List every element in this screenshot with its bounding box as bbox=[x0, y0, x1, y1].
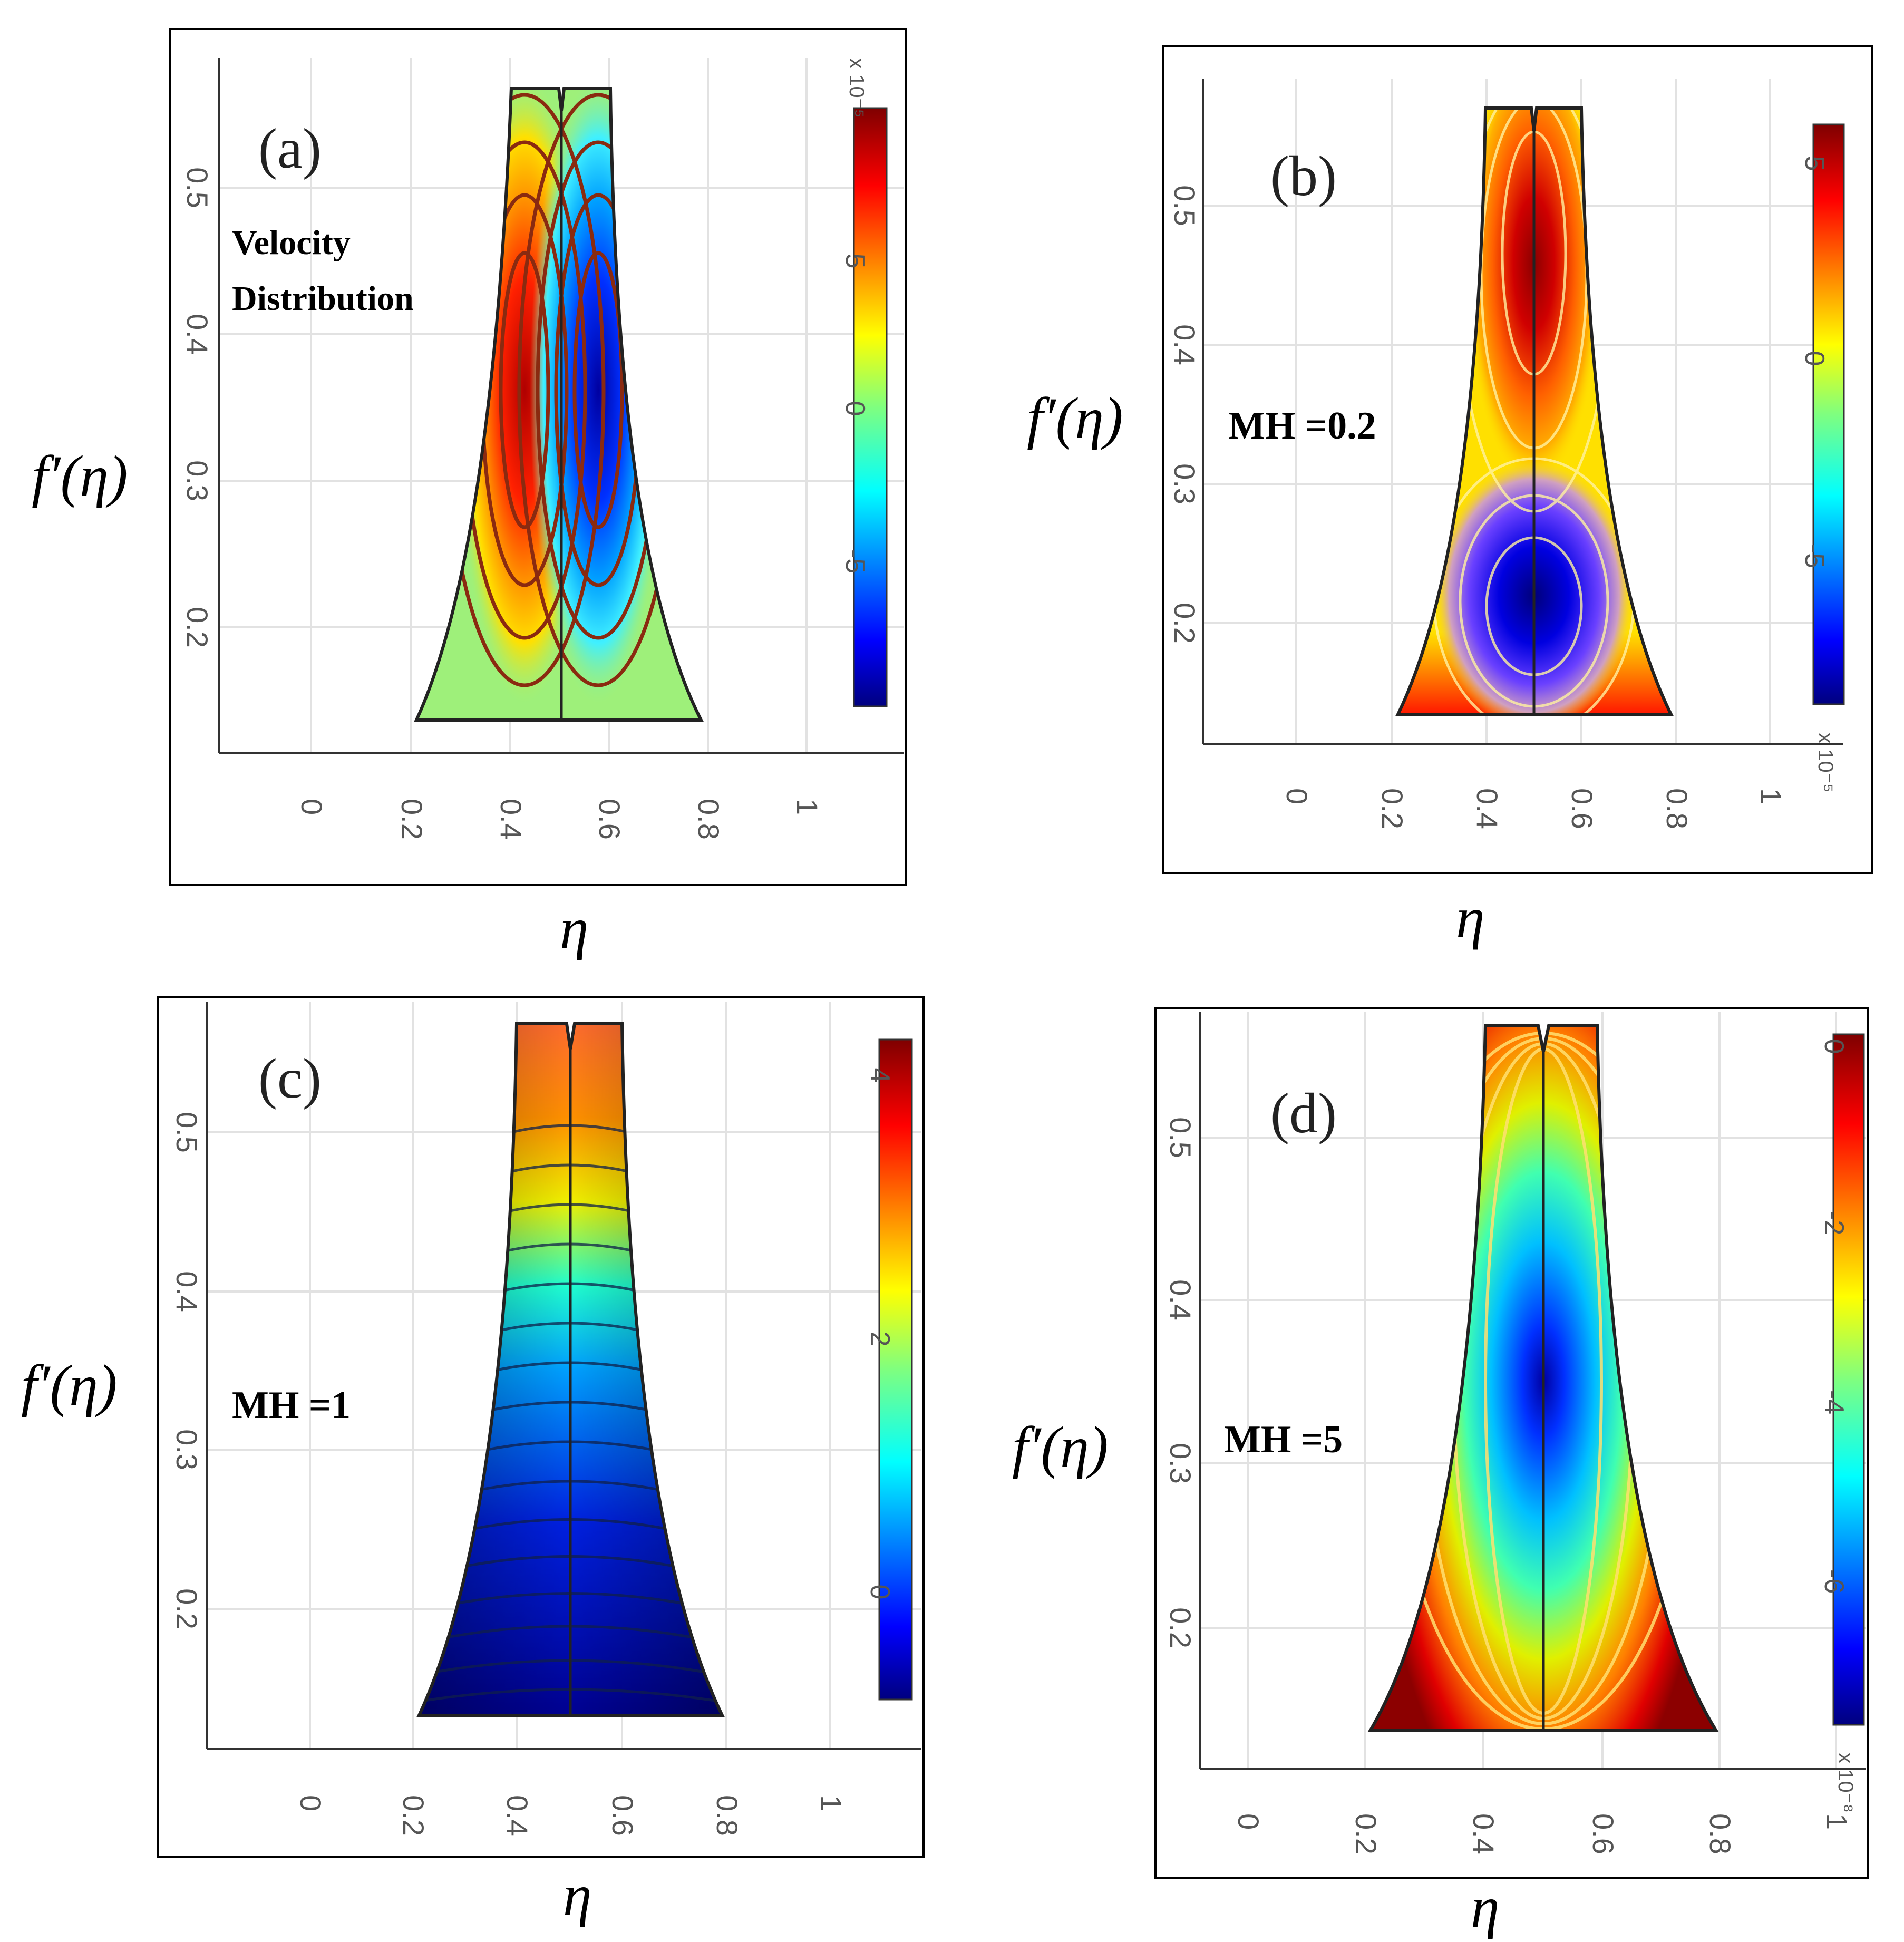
x-tick-label: 0.4 bbox=[501, 1795, 534, 1836]
y-tick-label: 0.5 bbox=[1164, 1117, 1197, 1158]
x-tick-label: 0.8 bbox=[711, 1795, 744, 1836]
x-tick-label: 0.6 bbox=[593, 799, 626, 840]
panel-a: 5 0 -5 x 10⁻⁵ 0.2 0.3 0.4 0.5 0 0.2 0.4 … bbox=[32, 28, 907, 960]
domain-outline bbox=[416, 1022, 725, 1717]
x-tick-label: 0.6 bbox=[606, 1795, 639, 1836]
y-tick-label: 0.5 bbox=[1168, 185, 1201, 226]
contour-lines bbox=[443, 93, 679, 687]
panel-b: 5 0 -5 x 10⁻⁵ 0.2 0.3 0.4 0.5 0 0.2 0.4 … bbox=[1027, 45, 1873, 950]
x-tick-label: 0 bbox=[295, 799, 328, 815]
x-axis-label: η bbox=[563, 1863, 592, 1927]
domain-outline bbox=[1367, 1024, 1719, 1732]
y-tick-label: 0.4 bbox=[170, 1271, 203, 1312]
y-tick-labels: 0.2 0.3 0.4 0.5 bbox=[181, 167, 214, 648]
x-tick-labels: 0 0.2 0.4 0.6 0.8 1 bbox=[1232, 1813, 1853, 1854]
colorbar-ticks: 5 0 -5 x 10⁻⁵ bbox=[840, 58, 870, 574]
colorbar bbox=[853, 107, 888, 707]
y-tick-label: 0.3 bbox=[170, 1429, 203, 1470]
y-tick-label: 0.3 bbox=[1164, 1443, 1197, 1484]
panel-d: 0 -2 -4 -6 x 10⁻⁸ 0.2 0.3 0.4 0.5 0 0.2 … bbox=[1012, 1007, 1869, 1939]
y-tick-label: 0.2 bbox=[170, 1588, 203, 1629]
y-tick-labels: 0.2 0.3 0.4 0.5 bbox=[1164, 1117, 1197, 1648]
y-tick-label: 0.2 bbox=[1164, 1607, 1197, 1648]
y-tick-label: 0.3 bbox=[181, 460, 214, 501]
colorbar bbox=[1812, 123, 1845, 705]
x-tick-label: 0.4 bbox=[1471, 788, 1504, 829]
x-tick-label: 1 bbox=[814, 1795, 848, 1811]
y-axis-label: f′(η) bbox=[32, 444, 128, 508]
x-tick-label: 0.2 bbox=[397, 1795, 430, 1836]
colorbar-tick: -2 bbox=[1819, 1211, 1849, 1235]
panel-c: 4 2 0 0.2 0.3 0.4 0.5 0 0.2 0.4 0.6 0.8 … bbox=[21, 996, 925, 1927]
x-tick-label: 0.6 bbox=[1587, 1813, 1620, 1854]
y-axis-label: f′(η) bbox=[1027, 386, 1123, 450]
x-tick-labels: 0 0.2 0.4 0.6 0.8 1 bbox=[1280, 788, 1788, 829]
panel-annotation: Distribution bbox=[232, 279, 414, 318]
colorbar-tick: 0 bbox=[840, 401, 870, 416]
x-axis-label: η bbox=[1471, 1875, 1500, 1939]
x-tick-label: 1 bbox=[1820, 1813, 1853, 1830]
panel-label: (c) bbox=[258, 1047, 322, 1110]
y-tick-labels: 0.2 0.3 0.4 0.5 bbox=[1168, 185, 1201, 644]
y-tick-label: 0.4 bbox=[181, 314, 214, 355]
colorbar-tick: 0 bbox=[1819, 1039, 1849, 1054]
colorbar-ticks: 0 -2 -4 -6 x 10⁻⁸ bbox=[1819, 1039, 1857, 1813]
colorbar-tick: 0 bbox=[1799, 351, 1830, 366]
x-axis-label: η bbox=[1456, 886, 1485, 950]
x-tick-labels: 0 0.2 0.4 0.6 0.8 1 bbox=[294, 1795, 848, 1836]
panel-label: (b) bbox=[1270, 145, 1337, 208]
x-tick-label: 0.4 bbox=[1467, 1813, 1500, 1854]
panel-annotation: MH =5 bbox=[1224, 1418, 1343, 1461]
x-tick-label: 0.8 bbox=[1704, 1813, 1737, 1854]
x-tick-label: 0.8 bbox=[1660, 788, 1694, 829]
panel-annotation: MH =1 bbox=[232, 1384, 351, 1427]
x-tick-label: 0.2 bbox=[1376, 788, 1409, 829]
panel-label: (a) bbox=[258, 118, 322, 180]
colorbar-tick: 0 bbox=[864, 1585, 895, 1600]
y-tick-labels: 0.2 0.3 0.4 0.5 bbox=[170, 1112, 203, 1629]
x-tick-label: 0.2 bbox=[395, 799, 429, 840]
x-tick-label: 0.8 bbox=[692, 799, 725, 840]
x-tick-label: 1 bbox=[1754, 788, 1788, 804]
colorbar-ticks: 5 0 -5 x 10⁻⁵ bbox=[1799, 156, 1837, 793]
colorbar-tick: -4 bbox=[1819, 1390, 1849, 1414]
y-axis-label: f′(η) bbox=[21, 1353, 117, 1417]
colorbar-tick: -6 bbox=[1819, 1569, 1849, 1594]
y-tick-label: 0.5 bbox=[170, 1112, 203, 1153]
colorbar-ticks: 4 2 0 bbox=[864, 1068, 895, 1600]
y-axis-label: f′(η) bbox=[1012, 1415, 1108, 1479]
y-tick-label: 0.2 bbox=[181, 607, 214, 648]
x-tick-label: 0.6 bbox=[1566, 788, 1599, 829]
x-tick-label: 0 bbox=[1280, 788, 1314, 804]
x-tick-labels: 0 0.2 0.4 0.6 0.8 1 bbox=[295, 799, 824, 840]
colorbar-tick: -5 bbox=[1799, 544, 1830, 568]
panel-annotation: Velocity bbox=[232, 224, 351, 262]
y-tick-label: 0.5 bbox=[181, 167, 214, 208]
panel-label: (d) bbox=[1270, 1082, 1337, 1145]
colorbar bbox=[1832, 1033, 1865, 1726]
colorbar-tick: 5 bbox=[840, 254, 870, 269]
x-tick-label: 0 bbox=[294, 1795, 327, 1811]
colorbar-tick: 4 bbox=[864, 1068, 895, 1083]
colorbar-exponent: x 10⁻⁸ bbox=[1834, 1753, 1857, 1813]
colorbar-tick: 5 bbox=[1799, 156, 1830, 171]
colorbar-exponent: x 10⁻⁵ bbox=[845, 58, 868, 118]
x-tick-label: 0.2 bbox=[1349, 1813, 1383, 1854]
x-axis-label: η bbox=[560, 896, 589, 960]
domain-outline bbox=[414, 87, 704, 722]
y-tick-label: 0.4 bbox=[1168, 324, 1201, 365]
y-tick-label: 0.3 bbox=[1168, 463, 1201, 504]
x-tick-label: 1 bbox=[791, 799, 824, 815]
panel-annotation: MH =0.2 bbox=[1228, 404, 1376, 448]
y-tick-label: 0.4 bbox=[1164, 1279, 1197, 1320]
colorbar bbox=[878, 1038, 913, 1701]
x-tick-label: 0.4 bbox=[494, 799, 528, 840]
colorbar-tick: 2 bbox=[864, 1332, 895, 1347]
colorbar-exponent: x 10⁻⁵ bbox=[1814, 733, 1837, 792]
x-tick-label: 0 bbox=[1232, 1813, 1265, 1830]
domain-outline bbox=[1395, 106, 1674, 716]
y-tick-label: 0.2 bbox=[1168, 603, 1201, 644]
colorbar-tick: -5 bbox=[840, 549, 870, 574]
